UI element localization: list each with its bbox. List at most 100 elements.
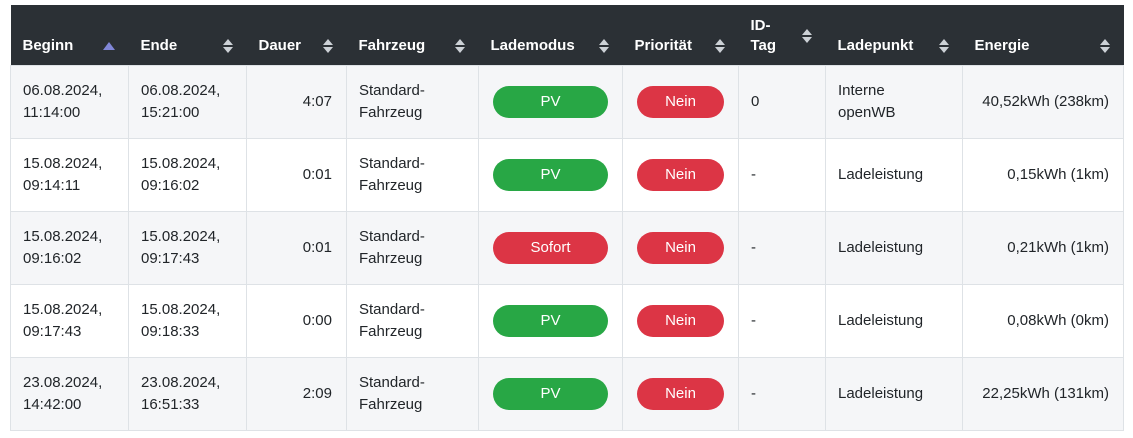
triangle-down-icon <box>1099 46 1110 53</box>
cell-prioritaet: Nein <box>622 356 739 431</box>
id_tag-value: - <box>751 238 756 256</box>
cell-dauer: 0:01 <box>246 210 347 285</box>
column-header-ende[interactable]: Ende <box>128 5 247 65</box>
cell-id_tag: - <box>738 137 826 212</box>
prioritaet-badge: Nein <box>637 231 724 264</box>
sort-both-icon <box>598 38 609 53</box>
column-header-label: Dauer <box>258 36 302 54</box>
column-header-inner: ID-Tag <box>751 16 812 56</box>
column-header-beginn[interactable]: Beginn <box>10 5 129 65</box>
triangle-up-icon <box>1099 38 1110 45</box>
triangle-down-icon <box>938 46 949 53</box>
triangle-down-icon <box>322 46 333 53</box>
cell-id_tag: - <box>738 210 826 285</box>
fahrzeug-value: Standard-Fahrzeug <box>359 227 425 267</box>
cell-lademodus: PV <box>478 283 623 358</box>
ende-value: 23.08.2024, 16:51:33 <box>141 373 221 413</box>
cell-prioritaet: Nein <box>622 137 739 212</box>
energie-value: 22,25kWh (131km) <box>982 384 1109 402</box>
column-header-id_tag[interactable]: ID-Tag <box>738 5 826 65</box>
cell-ladepunkt: Ladeleistung <box>825 210 963 285</box>
column-header-label: Energie <box>974 36 1030 54</box>
triangle-down-icon <box>598 46 609 53</box>
sort-both-icon <box>322 38 333 53</box>
id_tag-value: - <box>751 311 756 329</box>
table-row: 15.08.2024, 09:14:11 15.08.2024, 09:16:02… <box>10 137 1124 212</box>
triangle-down-icon <box>714 46 725 53</box>
cell-id_tag: - <box>738 283 826 358</box>
cell-lademodus: Sofort <box>478 210 623 285</box>
id_tag-value: - <box>751 165 756 183</box>
column-header-inner: Fahrzeug <box>359 36 465 56</box>
column-header-inner: Lademodus <box>491 36 609 56</box>
fahrzeug-value: Standard-Fahrzeug <box>359 373 425 413</box>
column-header-label: ID-Tag <box>750 16 777 54</box>
triangle-up-icon <box>102 41 115 50</box>
cell-fahrzeug: Standard-Fahrzeug <box>346 283 479 358</box>
column-header-inner: Priorität <box>635 36 725 56</box>
triangle-down-icon <box>222 46 233 53</box>
column-header-prioritaet[interactable]: Priorität <box>622 5 739 65</box>
table-row: 23.08.2024, 14:42:00 23.08.2024, 16:51:33… <box>10 356 1124 431</box>
lademodus-badge: PV <box>493 304 608 337</box>
table-body: 06.08.2024, 11:14:00 06.08.2024, 15:21:00… <box>10 64 1124 431</box>
cell-beginn: 15.08.2024, 09:17:43 <box>10 283 129 358</box>
cell-fahrzeug: Standard-Fahrzeug <box>346 64 479 139</box>
cell-prioritaet: Nein <box>622 283 739 358</box>
cell-dauer: 0:00 <box>246 283 347 358</box>
cell-ende: 15.08.2024, 09:16:02 <box>128 137 247 212</box>
triangle-up-icon <box>801 28 812 35</box>
ende-value: 15.08.2024, 09:18:33 <box>141 300 221 340</box>
ende-value: 15.08.2024, 09:16:02 <box>141 154 221 194</box>
cell-id_tag: - <box>738 356 826 431</box>
triangle-up-icon <box>714 38 725 45</box>
lademodus-badge: PV <box>493 85 608 118</box>
cell-beginn: 06.08.2024, 11:14:00 <box>10 64 129 139</box>
fahrzeug-value: Standard-Fahrzeug <box>359 154 425 194</box>
column-header-fahrzeug[interactable]: Fahrzeug <box>346 5 479 65</box>
column-header-inner: Dauer <box>259 36 333 56</box>
triangle-down-icon <box>454 46 465 53</box>
column-header-lademodus[interactable]: Lademodus <box>478 5 623 65</box>
ladepunkt-value: Ladeleistung <box>838 311 924 329</box>
sort-both-icon <box>801 28 812 43</box>
sort-both-icon <box>222 38 233 53</box>
fahrzeug-value: Standard-Fahrzeug <box>359 300 425 340</box>
cell-fahrzeug: Standard-Fahrzeug <box>346 356 479 431</box>
ende-value: 06.08.2024, 15:21:00 <box>141 81 221 121</box>
beginn-value: 15.08.2024, 09:16:02 <box>23 227 103 267</box>
column-header-ladepunkt[interactable]: Ladepunkt <box>825 5 963 65</box>
cell-energie: 0,21kWh (1km) <box>962 210 1124 285</box>
cell-ende: 06.08.2024, 15:21:00 <box>128 64 247 139</box>
cell-ladepunkt: Ladeleistung <box>825 356 963 431</box>
energie-value: 0,21kWh (1km) <box>1007 238 1109 256</box>
cell-energie: 0,08kWh (0km) <box>962 283 1124 358</box>
beginn-value: 15.08.2024, 09:14:11 <box>23 154 103 194</box>
column-header-label: Beginn <box>22 36 74 54</box>
column-header-inner: Beginn <box>23 36 115 56</box>
energie-value: 0,08kWh (0km) <box>1007 311 1109 329</box>
column-header-dauer[interactable]: Dauer <box>246 5 347 65</box>
dauer-value: 0:00 <box>302 311 332 329</box>
table-header-row: Beginn Ende Dauer Fahrzeug Lademodus Prioritä… <box>10 5 1124 65</box>
column-header-energie[interactable]: Energie <box>962 5 1124 65</box>
cell-ende: 15.08.2024, 09:17:43 <box>128 210 247 285</box>
energie-value: 0,15kWh (1km) <box>1007 165 1109 183</box>
id_tag-value: 0 <box>751 92 760 110</box>
cell-beginn: 23.08.2024, 14:42:00 <box>10 356 129 431</box>
column-header-label: Ladepunkt <box>837 36 914 54</box>
cell-energie: 22,25kWh (131km) <box>962 356 1124 431</box>
cell-ladepunkt: Ladeleistung <box>825 283 963 358</box>
triangle-up-icon <box>322 38 333 45</box>
sort-both-icon <box>1099 38 1110 53</box>
cell-dauer: 2:09 <box>246 356 347 431</box>
cell-lademodus: PV <box>478 137 623 212</box>
ladepunkt-value: Ladeleistung <box>838 165 924 183</box>
column-header-inner: Energie <box>975 36 1110 56</box>
charge-log-table: Beginn Ende Dauer Fahrzeug Lademodus Prioritä… <box>10 5 1124 431</box>
cell-fahrzeug: Standard-Fahrzeug <box>346 137 479 212</box>
dauer-value: 4:07 <box>302 92 332 110</box>
lademodus-badge: PV <box>493 158 608 191</box>
cell-energie: 40,52kWh (238km) <box>962 64 1124 139</box>
column-header-inner: Ladepunkt <box>838 36 949 56</box>
